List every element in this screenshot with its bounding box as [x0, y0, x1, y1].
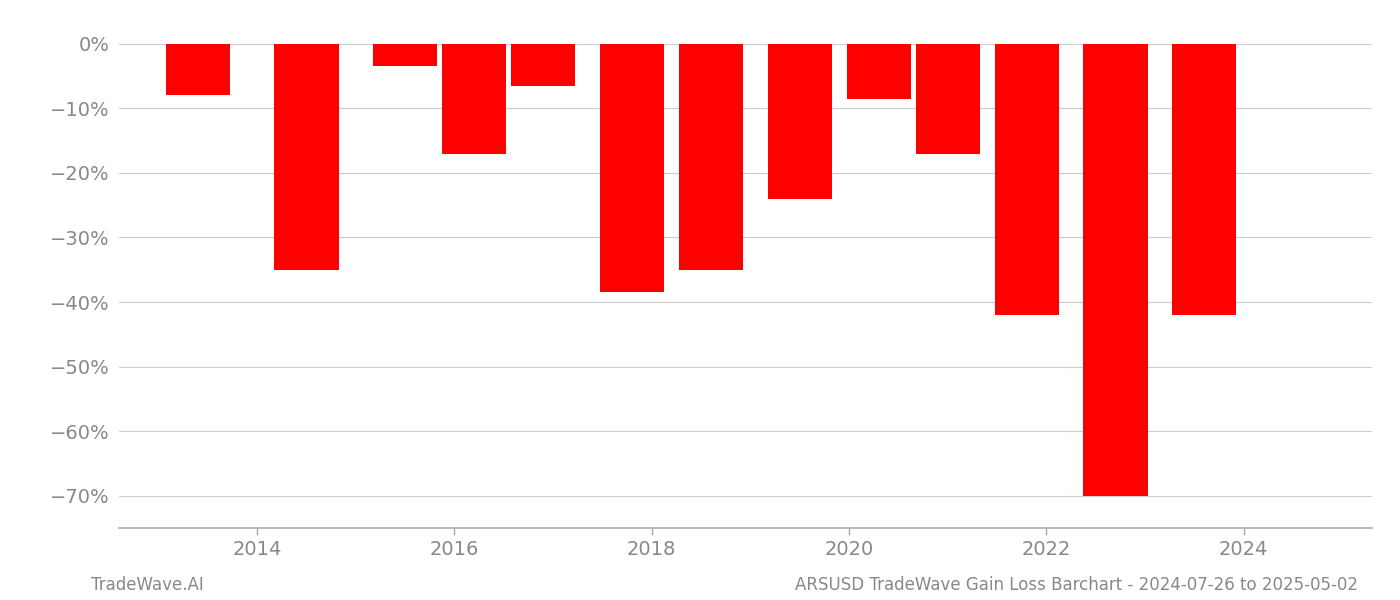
Bar [165, 44, 230, 95]
Bar [679, 44, 743, 270]
Bar [274, 44, 339, 270]
Text: TradeWave.AI: TradeWave.AI [91, 576, 204, 594]
Bar [511, 44, 575, 86]
Bar [847, 44, 911, 98]
Bar [601, 44, 664, 292]
Bar [1084, 44, 1148, 496]
Bar [442, 44, 507, 154]
Bar [916, 44, 980, 154]
Bar [767, 44, 832, 199]
Bar [1172, 44, 1236, 315]
Text: ARSUSD TradeWave Gain Loss Barchart - 2024-07-26 to 2025-05-02: ARSUSD TradeWave Gain Loss Barchart - 20… [795, 576, 1358, 594]
Bar [994, 44, 1058, 315]
Bar [372, 44, 437, 67]
